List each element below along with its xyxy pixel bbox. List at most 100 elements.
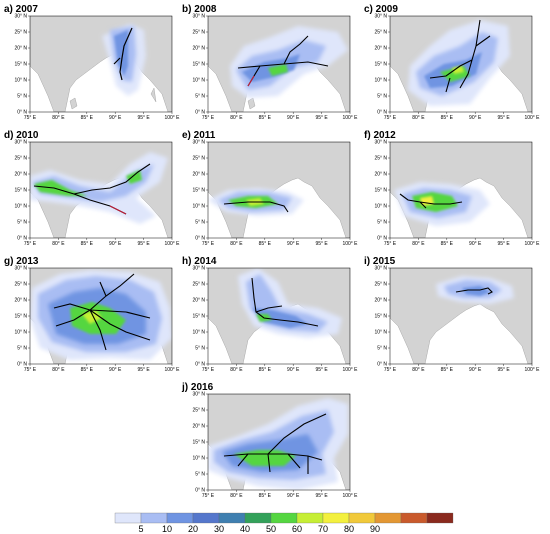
lon-tick-label: 100° E xyxy=(342,241,358,247)
lat-tick-label: 0° N xyxy=(195,236,205,242)
panel-title: d) 2010 xyxy=(4,130,39,141)
lon-tick-label: 95° E xyxy=(497,115,510,121)
sri-lanka xyxy=(247,97,256,110)
colorbar-labels: 5 10 20 30 40 50 60 70 80 90 xyxy=(138,524,380,534)
colorbar-swatch xyxy=(348,512,376,524)
lon-tick-label: 75° E xyxy=(24,115,37,121)
lon-tick-label: 90° E xyxy=(469,367,482,373)
lat-tick-label: 30° N xyxy=(192,140,205,146)
lon-tick-label: 75° E xyxy=(202,241,215,247)
lat-tick-label: 30° N xyxy=(14,140,27,146)
lon-tick-label: 80° E xyxy=(412,367,425,373)
panel-title: j) 2016 xyxy=(181,382,214,393)
cyclone-track xyxy=(113,27,133,81)
lon-tick-label: 85° E xyxy=(259,493,272,499)
axis-ticks: 75° E 80° E 85° E 90° E 95° E 100° E 0° N 5° N 1… xyxy=(374,266,540,373)
lat-tick-label: 10° N xyxy=(374,78,387,84)
lat-tick-label: 30° N xyxy=(192,266,205,272)
lat-tick-label: 30° N xyxy=(374,14,387,20)
lon-tick-label: 75° E xyxy=(24,367,37,373)
lat-tick-label: 25° N xyxy=(14,156,27,162)
axis-ticks: 75° E 80° E 85° E 90° E 95° E 100° E 0° N 5° N 1… xyxy=(374,14,540,121)
lat-tick-label: 5° N xyxy=(195,94,205,100)
lat-tick-label: 25° N xyxy=(192,156,205,162)
lon-tick-label: 85° E xyxy=(441,367,454,373)
lat-tick-label: 0° N xyxy=(17,362,27,368)
lon-tick-label: 95° E xyxy=(497,367,510,373)
colorbar-label: 70 xyxy=(318,524,328,534)
lat-tick-label: 10° N xyxy=(192,330,205,336)
lon-tick-label: 85° E xyxy=(259,241,272,247)
lat-tick-label: 15° N xyxy=(14,188,27,194)
lon-tick-label: 100° E xyxy=(524,241,540,247)
lon-tick-label: 90° E xyxy=(109,241,122,247)
lat-tick-label: 15° N xyxy=(374,62,387,68)
lat-tick-label: 15° N xyxy=(192,440,205,446)
rain-field xyxy=(238,268,342,338)
rain-field xyxy=(30,152,168,224)
lat-tick-label: 30° N xyxy=(192,14,205,20)
colorbar-swatch xyxy=(140,512,168,524)
lat-tick-label: 30° N xyxy=(374,266,387,272)
panel-d: d) 2010 75° E 80° E 85° E 90° E 95° E 100° E 0… xyxy=(4,130,180,247)
lon-tick-label: 90° E xyxy=(469,241,482,247)
lon-tick-label: 85° E xyxy=(259,367,272,373)
panel-g: g) 2013 75° E 80° E 85° E 90° E 95° E 100° E 0… xyxy=(4,256,180,373)
lat-tick-label: 5° N xyxy=(195,220,205,226)
lat-tick-label: 5° N xyxy=(377,94,387,100)
lat-tick-label: 15° N xyxy=(374,188,387,194)
colorbar-label: 10 xyxy=(162,524,172,534)
axis-ticks: 75° E 80° E 85° E 90° E 95° E 100° E 0° N 5° N 1… xyxy=(192,14,358,121)
lon-tick-label: 85° E xyxy=(259,115,272,121)
colorbar-swatch xyxy=(322,512,350,524)
lat-tick-label: 20° N xyxy=(14,46,27,52)
lon-tick-label: 85° E xyxy=(81,241,94,247)
lon-tick-label: 100° E xyxy=(524,115,540,121)
lon-tick-label: 100° E xyxy=(164,367,180,373)
lon-tick-label: 80° E xyxy=(230,367,243,373)
colorbar-swatch xyxy=(192,512,220,524)
lon-tick-label: 95° E xyxy=(315,493,328,499)
lat-tick-label: 20° N xyxy=(14,298,27,304)
panel-title: f) 2012 xyxy=(364,130,396,141)
axis-ticks: 75° E 80° E 85° E 90° E 95° E 100° E 0° N 5° N 1… xyxy=(374,140,540,247)
panel-a: a) 2007 75° E 80° E 85° E 90° E 95° E 100° E 0… xyxy=(4,4,180,121)
islands xyxy=(150,87,157,103)
lat-tick-label: 15° N xyxy=(14,314,27,320)
lat-tick-label: 15° N xyxy=(192,62,205,68)
lon-tick-label: 95° E xyxy=(137,367,150,373)
lon-tick-label: 80° E xyxy=(412,115,425,121)
colorbar-swatch xyxy=(400,512,428,524)
lat-tick-label: 5° N xyxy=(377,346,387,352)
lon-tick-label: 85° E xyxy=(81,115,94,121)
colorbar-swatch xyxy=(218,512,246,524)
rain-field xyxy=(408,20,510,106)
lon-tick-label: 90° E xyxy=(109,367,122,373)
cyclone-track xyxy=(223,413,327,474)
lat-tick-label: 20° N xyxy=(374,172,387,178)
lon-tick-label: 95° E xyxy=(497,241,510,247)
lon-tick-label: 90° E xyxy=(287,367,300,373)
cyclone-track xyxy=(223,201,289,213)
lat-tick-label: 25° N xyxy=(192,408,205,414)
lat-tick-label: 10° N xyxy=(192,204,205,210)
colorbar-swatch xyxy=(114,512,142,524)
colorbar-label: 30 xyxy=(214,524,224,534)
axis-ticks: 75° E 80° E 85° E 90° E 95° E 100° E 0° N 5° N 1… xyxy=(192,392,358,499)
panel-title: i) 2015 xyxy=(364,256,396,267)
lon-tick-label: 75° E xyxy=(384,367,397,373)
lat-tick-label: 30° N xyxy=(14,14,27,20)
lat-tick-label: 15° N xyxy=(14,62,27,68)
lon-tick-label: 90° E xyxy=(109,115,122,121)
lon-tick-label: 80° E xyxy=(230,115,243,121)
lat-tick-label: 10° N xyxy=(14,204,27,210)
lon-tick-label: 100° E xyxy=(342,115,358,121)
lat-tick-label: 5° N xyxy=(17,346,27,352)
sri-lanka xyxy=(69,97,78,110)
lon-tick-label: 90° E xyxy=(287,241,300,247)
colorbar-swatch xyxy=(166,512,194,524)
lon-tick-label: 100° E xyxy=(524,367,540,373)
lon-tick-label: 75° E xyxy=(202,115,215,121)
lat-tick-label: 0° N xyxy=(377,110,387,116)
lat-tick-label: 20° N xyxy=(192,46,205,52)
